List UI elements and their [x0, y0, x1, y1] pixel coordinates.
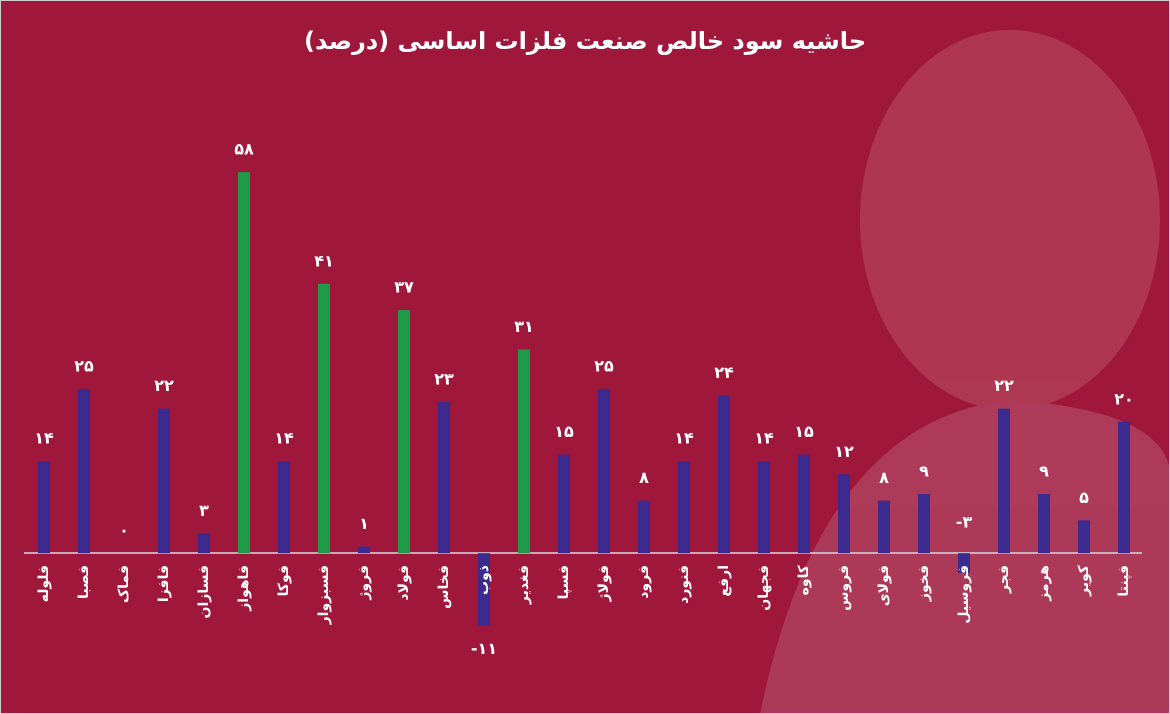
- x-tick-label: ذوب: [476, 565, 492, 595]
- bar: [598, 388, 610, 554]
- bar: [38, 461, 50, 554]
- bar: [558, 454, 570, 554]
- chart-title: حاشیه سود خالص صنعت فلزات اساسی (درصد): [304, 27, 866, 55]
- bar: [478, 553, 490, 626]
- value-label: ۲۴: [714, 363, 734, 382]
- bar: [1078, 520, 1090, 554]
- x-tick-label: فسپا: [556, 565, 572, 599]
- value-label: ۴۱: [314, 251, 334, 270]
- x-tick-label: فپنتا: [1116, 565, 1132, 597]
- value-label: ۸: [639, 468, 649, 487]
- bar: [1118, 421, 1130, 554]
- x-tick-label: فروسیل: [956, 565, 972, 624]
- bar: [678, 461, 690, 554]
- value-label: ۰: [119, 521, 129, 540]
- value-label: ۱۲: [834, 442, 854, 461]
- value-label: ۵: [1079, 488, 1089, 507]
- x-tick-label: فولاژ: [596, 565, 612, 602]
- value-label: ۵۸: [234, 140, 254, 159]
- bar: [998, 408, 1010, 554]
- value-label: ۸: [879, 468, 889, 487]
- value-label: -۱۱: [471, 639, 497, 658]
- value-label: ۳۷: [394, 278, 414, 297]
- value-label: ۲۵: [594, 356, 614, 375]
- bar: [198, 533, 210, 554]
- bar: [878, 500, 890, 554]
- value-label: ۲۵: [74, 356, 94, 375]
- x-tick-label: هرمز: [1036, 565, 1052, 602]
- x-tick-label: ارفع: [716, 565, 732, 597]
- value-label: ۳۱: [514, 317, 534, 336]
- bar: [758, 461, 770, 554]
- bar: [78, 388, 90, 554]
- x-tick-label: فسازان: [196, 565, 212, 618]
- bar: [958, 553, 970, 573]
- bar: [158, 408, 170, 554]
- value-label: ۱۵: [794, 422, 814, 441]
- value-label: ۲۰: [1114, 389, 1134, 408]
- x-tick-label: فروژ: [356, 565, 372, 601]
- bar: [438, 402, 450, 554]
- x-tick-label: فوکا: [276, 565, 292, 596]
- bar: [318, 283, 330, 554]
- bar: [638, 500, 650, 554]
- x-tick-label: فولاد: [396, 565, 412, 601]
- x-tick-label: فولای: [876, 565, 892, 606]
- value-label: ۲۳: [434, 370, 454, 389]
- value-label: ۹: [919, 462, 929, 481]
- value-label: ۱۴: [274, 429, 294, 448]
- x-tick-label: فسبزوار: [316, 565, 332, 625]
- bar: [518, 349, 530, 554]
- value-label: ۲۲: [994, 376, 1014, 395]
- x-tick-label: فلوله: [36, 565, 52, 602]
- bar: [238, 172, 250, 554]
- value-label: ۱: [359, 514, 369, 533]
- x-tick-label: فخاس: [436, 565, 452, 609]
- x-tick-label: فنورد: [676, 565, 692, 604]
- x-tick-label: فصبا: [76, 565, 92, 599]
- value-label: ۲۲: [154, 376, 174, 395]
- value-label: ۹: [1039, 462, 1049, 481]
- x-tick-label: کویر: [1076, 564, 1092, 597]
- value-label: ۱۵: [554, 422, 574, 441]
- x-tick-label: فماک: [116, 565, 132, 603]
- bar: [838, 474, 850, 554]
- x-tick-label: کاوه: [796, 564, 812, 595]
- x-tick-label: فخوز: [916, 565, 932, 602]
- value-label: -۳: [956, 513, 973, 532]
- x-tick-label: فاهواز: [236, 565, 252, 612]
- x-tick-label: فغدیر: [516, 565, 532, 605]
- x-tick-label: فافزا: [156, 565, 172, 602]
- value-label: ۳: [199, 501, 209, 520]
- bar: [918, 494, 930, 554]
- bar: [1038, 494, 1050, 554]
- bar: [358, 546, 370, 554]
- x-tick-label: فجهان: [756, 565, 772, 611]
- bar: [278, 461, 290, 554]
- value-label: ۱۴: [754, 429, 774, 448]
- value-label: ۱۴: [674, 429, 694, 448]
- bar: [798, 454, 810, 554]
- x-tick-label: فجر: [996, 565, 1012, 594]
- value-label: ۱۴: [34, 429, 54, 448]
- x-tick-label: فروس: [836, 565, 852, 611]
- x-tick-label: فرود: [636, 565, 652, 599]
- bar: [718, 395, 730, 554]
- bar: [398, 310, 410, 554]
